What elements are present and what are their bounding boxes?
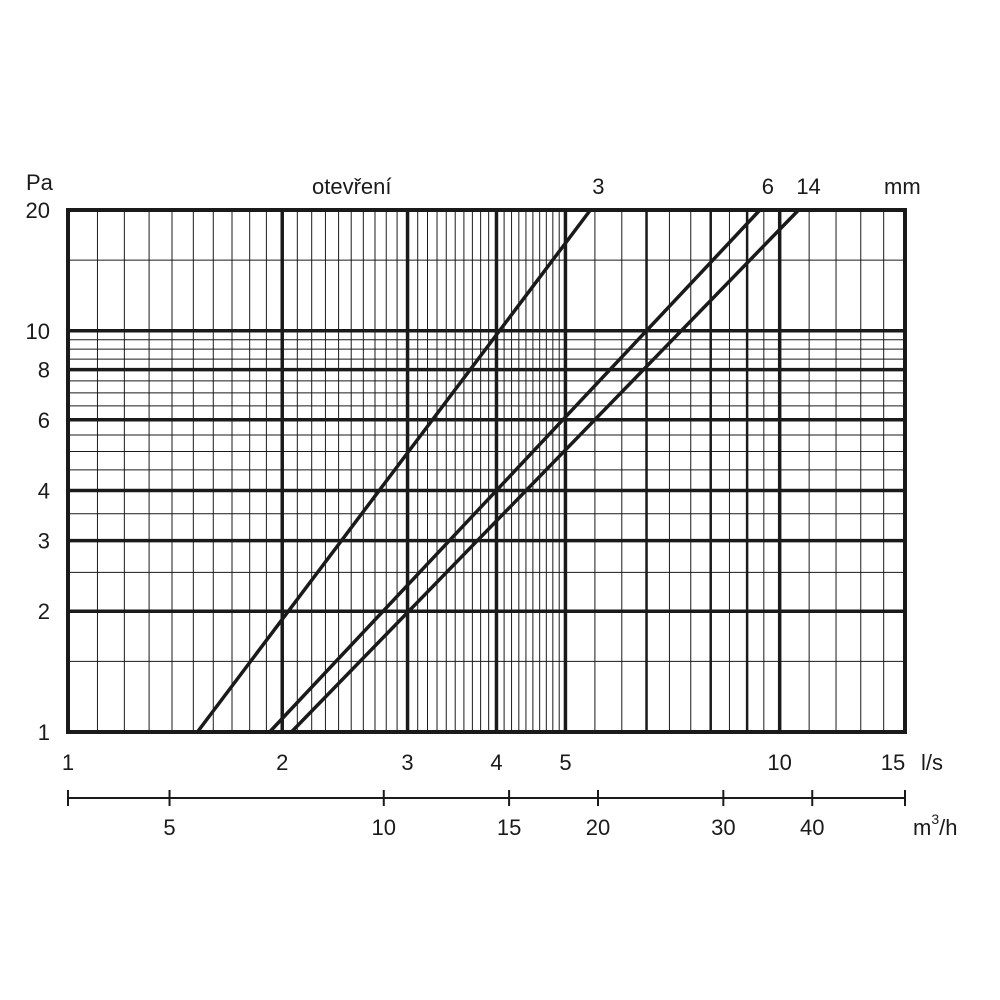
series-lines: 3 6 14 xyxy=(196,174,821,734)
series-line-14 xyxy=(290,208,800,734)
y-unit-label: Pa xyxy=(26,170,54,195)
secondary-x-tick-label: 30 xyxy=(711,815,735,840)
series-label-14: 14 xyxy=(796,174,820,199)
secondary-x-tick-label: 40 xyxy=(800,815,824,840)
secondary-x-tick-label: 15 xyxy=(497,815,521,840)
y-tick-label: 4 xyxy=(38,478,50,503)
x-tick-label: 15 xyxy=(881,750,905,775)
x-tick-label: 1 xyxy=(62,750,74,775)
y-tick-label: 8 xyxy=(38,358,50,383)
series-label-3: 3 xyxy=(592,174,604,199)
series-line-6 xyxy=(268,208,762,734)
minor-grid xyxy=(68,210,905,732)
y-tick-label: 20 xyxy=(26,198,50,223)
secondary-x-tick-label: 20 xyxy=(586,815,610,840)
secondary-axis: 5 10 15 20 30 40 xyxy=(67,790,906,840)
top-caption: otevření xyxy=(312,174,392,199)
major-grid xyxy=(68,210,905,732)
x-tick-label: 5 xyxy=(559,750,571,775)
y-tick-label: 1 xyxy=(38,720,50,745)
x-tick-label: 2 xyxy=(276,750,288,775)
x-unit-label: l/s xyxy=(921,750,943,775)
secondary-x-tick-label: 5 xyxy=(163,815,175,840)
y-tick-label: 6 xyxy=(38,408,50,433)
secondary-x-unit-label: m3/h xyxy=(913,811,957,840)
tick-labels: 1 2 3 4 6 8 10 20 1 2 3 4 5 10 15 xyxy=(26,198,906,775)
secondary-x-tick-label: 10 xyxy=(372,815,396,840)
x-tick-label: 3 xyxy=(401,750,413,775)
plot-frame xyxy=(66,208,907,734)
y-tick-label: 2 xyxy=(38,599,50,624)
x-tick-label: 4 xyxy=(490,750,502,775)
y-tick-label: 10 xyxy=(26,319,50,344)
opening-unit-label: mm xyxy=(884,174,921,199)
series-line-3 xyxy=(196,208,592,734)
x-tick-label: 10 xyxy=(767,750,791,775)
series-label-6: 6 xyxy=(762,174,774,199)
y-tick-label: 3 xyxy=(38,529,50,554)
